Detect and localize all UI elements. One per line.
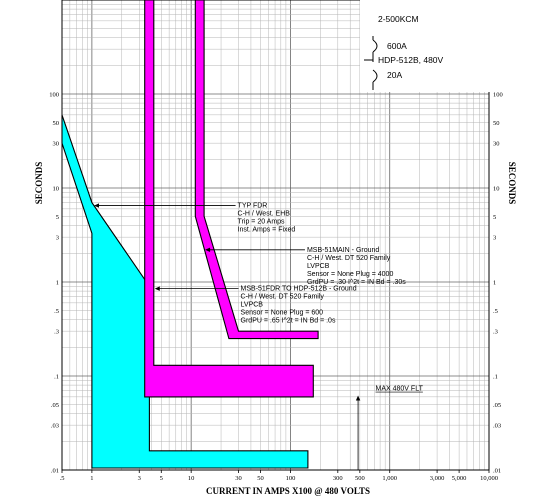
annotation-line: LVPCB (241, 302, 264, 309)
annotation-line: C-H / West. DT 520 Family (241, 294, 325, 301)
x-tick-label: 50 (257, 475, 264, 482)
x-tick-label: 10 (188, 475, 195, 482)
series-band (144, 0, 314, 398)
annotation: MAX 480V FLT (355, 386, 424, 470)
annotation-line: Sensor = None Plug = 600 (241, 310, 324, 317)
y-tick-label-left: .01 (51, 468, 59, 475)
y-tick-label-right: 50 (493, 120, 500, 127)
y-tick-label-right: 1 (493, 280, 496, 287)
legend-primary-breaker-icon (372, 36, 378, 58)
x-tick-label: 300 (333, 475, 343, 482)
annotation-arrowhead (154, 286, 160, 291)
x-axis-title: CURRENT IN AMPS X100 @ 480 VOLTS (206, 486, 370, 496)
y-tick-label-left: .3 (54, 329, 59, 336)
annotation-arrowhead (93, 203, 99, 208)
legend-secondary-rating: 20A (387, 70, 402, 80)
x-tick-label: 100 (286, 475, 296, 482)
tick-labels: .5 1 3 5 10 30 50 100 300 500 1,000 3,000 5,000 10,00… (49, 92, 503, 483)
y-tick-label-left: 5 (56, 214, 59, 221)
y-axis-title-right: SECONDS (507, 162, 517, 205)
annotation-line: GrdPU = .30 I^2t = IN Bd = .30s (307, 279, 406, 286)
legend-cable-label: 2-500KCM (378, 14, 419, 24)
x-tick-label: 5,000 (452, 475, 467, 482)
annotation-text: MAX 480V FLT (376, 386, 424, 393)
y-tick-label-right: .3 (493, 329, 498, 336)
y-tick-label-left: 100 (49, 92, 59, 99)
y-tick-label-right: 5 (493, 214, 496, 221)
y-tick-label-left: .03 (51, 423, 59, 430)
y-tick-label-right: 30 (493, 141, 500, 148)
y-axis-title-left: SECONDS (34, 162, 44, 205)
y-tick-label-left: .5 (54, 308, 59, 315)
annotation-line: Trip = 20 Amps (238, 219, 286, 226)
y-tick-label-left: 30 (53, 141, 60, 148)
annotation-line: C-H / West. EHB (238, 211, 291, 218)
y-tick-label-left: 10 (53, 186, 60, 193)
annotation-title: MSB-51MAIN - Ground (307, 247, 379, 254)
x-tick-label: 10,000 (480, 475, 498, 482)
y-tick-label-right: .01 (493, 468, 501, 475)
x-tick-label: .5 (60, 475, 65, 482)
annotation-line: Inst. Amps = Fixed (238, 227, 296, 234)
y-tick-label-right: .05 (493, 402, 501, 409)
legend-primary-rating: 600A (387, 41, 407, 51)
annotation-title: TYP FDR (238, 203, 268, 210)
y-tick-label-right: 3 (493, 235, 496, 242)
y-tick-label-right: .5 (493, 308, 498, 315)
x-tick-label: 5 (160, 475, 163, 482)
y-tick-label-left: .05 (51, 402, 59, 409)
y-tick-label-left: .1 (54, 374, 59, 381)
annotation-line: Sensor = None Plug = 4000 (307, 271, 394, 278)
x-tick-label: 3,000 (430, 475, 445, 482)
y-tick-label-left: 50 (53, 120, 60, 127)
legend-transformer-label: HDP-512B, 480V (378, 55, 444, 65)
y-tick-label-left: 3 (56, 235, 59, 242)
series-layer (61, 0, 319, 469)
annotation-line: C-H / West. DT 520 Family (307, 255, 391, 262)
legend-transformer-icon (364, 58, 378, 90)
legend-box (360, 0, 490, 92)
plot-frame (61, 0, 490, 471)
x-tick-label: 1 (90, 475, 93, 482)
y-tick-label-right: 100 (493, 92, 503, 99)
annotation-arrowhead (205, 247, 211, 253)
x-tick-label: 500 (355, 475, 365, 482)
annotation-line: GrdPU = .65 I^2t = IN Bd = .0s (241, 318, 336, 325)
annotation-line: LVPCB (307, 263, 330, 270)
x-tick-label: 3 (138, 475, 141, 482)
plot-border (61, 0, 490, 471)
annotation-arrowhead (355, 395, 361, 401)
series-band (194, 0, 319, 340)
y-tick-label-right: .1 (493, 374, 498, 381)
x-tick-label: 30 (235, 475, 242, 482)
x-tick-label: 1,000 (382, 475, 397, 482)
y-tick-label-left: 1 (56, 280, 59, 287)
annotation-title: MSB-51FDR TO HDP-512B - Ground (241, 286, 357, 293)
y-tick-label-right: 10 (493, 186, 500, 193)
series-band (61, 114, 309, 469)
y-tick-label-right: .03 (493, 423, 501, 430)
legend: 2-500KCM 600A HDP-512B, 480V 20A (360, 0, 490, 92)
